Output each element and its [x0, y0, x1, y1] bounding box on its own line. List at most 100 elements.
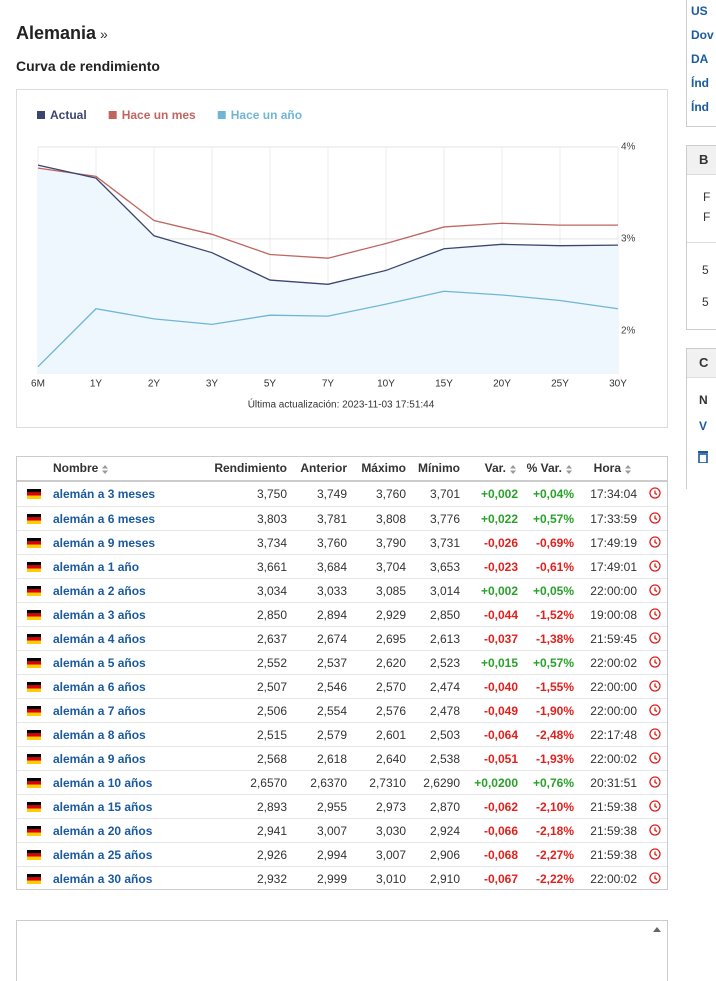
flag-stripe	[27, 853, 41, 857]
cell-value: 2,924	[429, 824, 460, 838]
instrument-link[interactable]: alemán a 3 años	[53, 608, 146, 622]
sidebar-label: N	[699, 393, 708, 407]
cell-value: 3,010	[375, 872, 406, 886]
instrument-link[interactable]: alemán a 3 meses	[53, 487, 156, 501]
instrument-link[interactable]: alemán a 5 años	[53, 656, 146, 670]
y-tick-label: 4%	[621, 142, 636, 153]
table-row: alemán a 6 meses 3,803 3,781 3,808 3,776 +0,0…	[17, 506, 667, 531]
cell-value: 3,034	[256, 584, 287, 598]
cell-value: 2,893	[256, 800, 287, 814]
column-header[interactable]: Var.	[484, 461, 506, 475]
cell-value: 3,007	[375, 848, 406, 862]
cell-value: +0,04%	[532, 487, 574, 501]
sort-icon	[625, 465, 631, 474]
x-tick-label: 6M	[31, 379, 45, 390]
clock-icon	[649, 560, 661, 572]
title-arrow[interactable]: »	[100, 26, 108, 42]
cell-value: 2,568	[256, 752, 287, 766]
column-header[interactable]: Hora	[593, 461, 621, 475]
cell-value: 2,576	[375, 704, 406, 718]
instrument-link[interactable]: alemán a 4 años	[53, 632, 146, 646]
sidebar-link[interactable]: US	[691, 4, 708, 18]
flag-stripe	[27, 514, 41, 518]
sidebar-link[interactable]: Índ	[691, 76, 709, 90]
trash-icon[interactable]	[697, 449, 709, 463]
flag-stripe	[27, 562, 41, 566]
sidebar-text: 5	[702, 295, 709, 309]
sidebar-link[interactable]: V	[699, 419, 708, 433]
cell-value: 2,929	[375, 608, 406, 622]
flag-icon	[27, 826, 41, 836]
cell-value: -0,61%	[535, 560, 574, 574]
table-row: alemán a 15 años 2,893 2,955 2,973 2,870 -0,0…	[17, 794, 667, 819]
instrument-link[interactable]: alemán a 6 meses	[53, 512, 156, 526]
instrument-link[interactable]: alemán a 8 años	[53, 728, 146, 742]
instrument-link[interactable]: alemán a 25 años	[53, 848, 153, 862]
flag-stripe	[27, 706, 41, 710]
sort-icon	[510, 465, 516, 474]
sidebar-header	[687, 146, 716, 175]
sidebar-link[interactable]: DA	[691, 52, 709, 66]
sidebar-text: 5	[702, 263, 709, 277]
instrument-link[interactable]: alemán a 6 años	[53, 680, 146, 694]
cell-value: 3,750	[256, 487, 287, 501]
clock-icon	[649, 824, 661, 836]
flag-icon	[27, 586, 41, 596]
y-tick-label: 2%	[621, 325, 636, 336]
sort-arrows	[510, 465, 516, 474]
cell-value: 2,552	[256, 656, 287, 670]
cell-value: 2,6370	[310, 776, 347, 790]
table-row: alemán a 1 año 3,661 3,684 3,704 3,653 -0,023…	[17, 554, 667, 579]
instrument-link[interactable]: alemán a 9 meses	[53, 536, 156, 550]
table-row: alemán a 25 años 2,926 2,994 3,007 2,906 -0,0…	[17, 842, 667, 867]
clock-icon	[649, 656, 661, 668]
instrument-link[interactable]: alemán a 1 año	[53, 560, 140, 574]
subtitle: Curva de rendimiento	[16, 58, 160, 74]
cell-value: -1,55%	[535, 680, 574, 694]
cell-value: 3,781	[316, 512, 347, 526]
flag-icon	[27, 850, 41, 860]
flag-stripe	[27, 565, 41, 569]
scroll-arrow[interactable]	[649, 923, 665, 935]
cell-value: -1,52%	[535, 608, 574, 622]
instrument-link[interactable]: alemán a 10 años	[53, 776, 153, 790]
clock-icon	[649, 776, 661, 788]
flag-icon	[27, 562, 41, 572]
sort-icon	[566, 465, 572, 474]
instrument-link[interactable]: alemán a 20 años	[53, 824, 153, 838]
sidebar-link[interactable]: Índ	[691, 100, 709, 114]
sidebar-link[interactable]: Dov	[691, 28, 714, 42]
instrument-link[interactable]: alemán a 7 años	[53, 704, 146, 718]
clock-glyph	[649, 656, 661, 668]
clock-glyph	[649, 487, 661, 499]
clock-glyph	[649, 584, 661, 596]
cell-value: -0,049	[483, 704, 518, 718]
instrument-link[interactable]: alemán a 15 años	[53, 800, 153, 814]
instrument-link[interactable]: alemán a 2 años	[53, 584, 146, 598]
instrument-link[interactable]: alemán a 9 años	[53, 752, 146, 766]
flag-icon	[27, 754, 41, 764]
flag-icon	[27, 802, 41, 812]
cell-value: -2,48%	[535, 728, 574, 742]
flag-stripe	[27, 592, 41, 596]
flag-icon	[27, 706, 41, 716]
column-header[interactable]: % Var.	[526, 461, 562, 475]
cell-value: +0,002	[480, 584, 518, 598]
flag-icon	[27, 658, 41, 668]
legend-label: Hace un año	[231, 108, 302, 122]
column-header: Máximo	[361, 461, 406, 475]
clock-glyph	[649, 776, 661, 788]
cell-value: -0,040	[483, 680, 518, 694]
cell-value: -0,064	[483, 728, 518, 742]
column-header[interactable]: Nombre	[53, 461, 99, 475]
flag-stripe	[27, 640, 41, 644]
x-tick-label: 10Y	[377, 379, 395, 390]
legend-swatch	[37, 111, 45, 119]
cell-value: 22:00:02	[590, 872, 637, 886]
clock-icon	[649, 872, 661, 884]
flag-stripe	[27, 829, 41, 833]
instrument-link[interactable]: alemán a 30 años	[53, 872, 153, 886]
cell-value: 22:00:02	[590, 752, 637, 766]
sort-arrows	[625, 465, 631, 474]
